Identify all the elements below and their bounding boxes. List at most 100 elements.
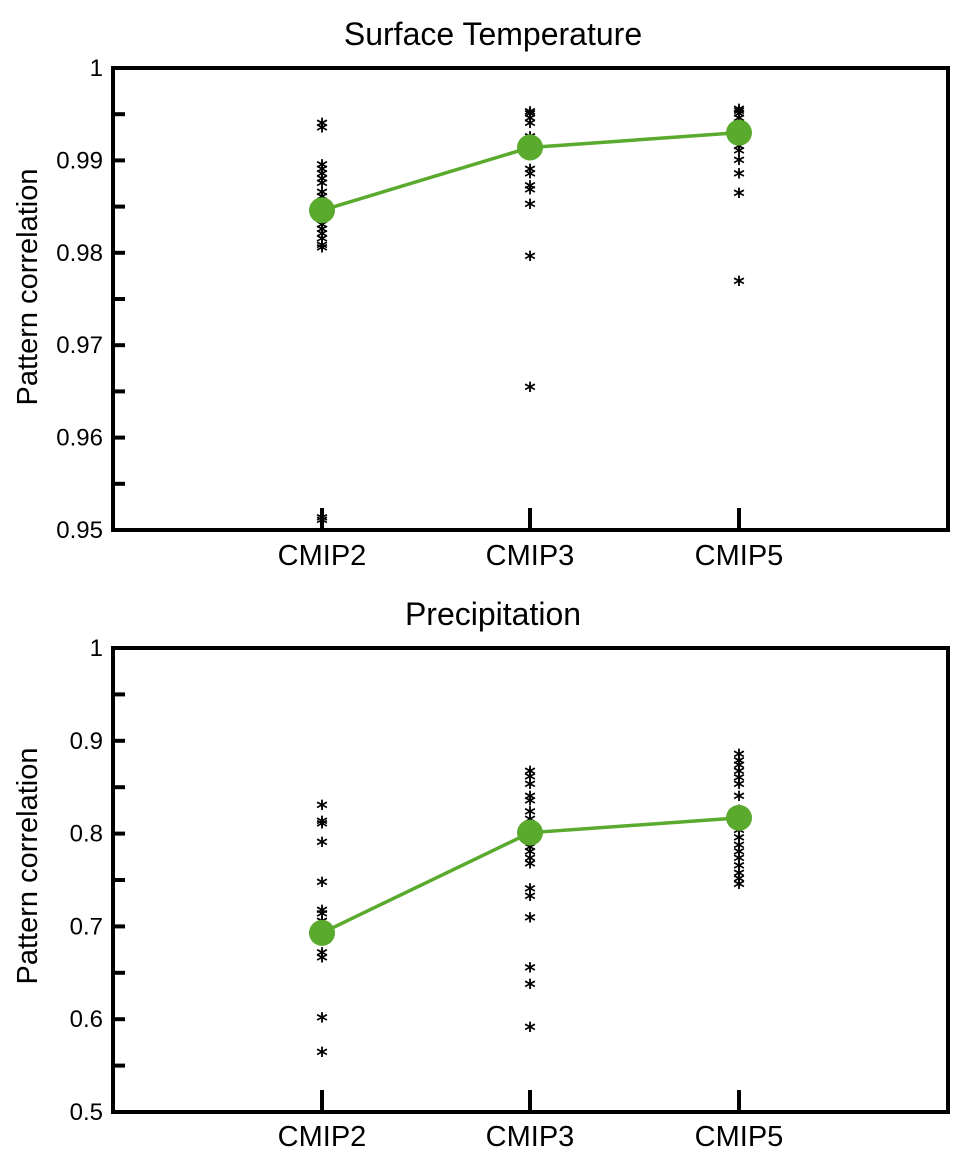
model-point: *	[316, 512, 328, 537]
model-point: *	[316, 161, 328, 186]
model-point: *	[733, 753, 745, 778]
model-point: *	[524, 909, 536, 934]
model-point: *	[316, 119, 328, 144]
y-tick-label: 0.7	[70, 913, 103, 940]
y-tick-label: 0.96	[56, 425, 103, 452]
model-point: *	[524, 763, 536, 788]
model-point: *	[524, 178, 536, 203]
model-point: *	[316, 170, 328, 195]
model-point: *	[733, 757, 745, 782]
y-tick-labels: 0.5 0.6 0.7 0.8 0.9 1	[70, 635, 103, 1126]
model-points: ****************************************…	[316, 101, 745, 537]
y-tick-label: 0.99	[56, 147, 103, 174]
model-point: *	[316, 230, 328, 255]
y-tick-label: 0.9	[70, 728, 103, 755]
y-tick-label: 1	[90, 635, 103, 662]
mean-series	[309, 119, 752, 224]
model-point: *	[316, 1044, 328, 1069]
model-points: ****************************************…	[316, 746, 745, 1069]
x-tick-labels: CMIP2 CMIP3 CMIP5	[278, 540, 784, 572]
model-point: *	[733, 166, 745, 191]
x-tick-label: CMIP2	[278, 540, 367, 572]
y-tick-label: 0.5	[70, 1099, 103, 1126]
y-tick-label: 0.6	[70, 1006, 103, 1033]
y-axis-ticks	[113, 66, 125, 532]
model-point: *	[524, 379, 536, 404]
model-point: *	[524, 181, 536, 206]
model-point: *	[316, 834, 328, 859]
x-tick-label: CMIP5	[695, 1121, 784, 1153]
y-axis-label: Pattern correlation	[12, 169, 44, 406]
model-point: *	[733, 844, 745, 869]
model-point: *	[524, 106, 536, 131]
model-point: *	[316, 221, 328, 246]
model-point: *	[316, 797, 328, 822]
model-point: *	[733, 769, 745, 794]
model-point: *	[316, 874, 328, 899]
model-point: *	[524, 104, 536, 129]
model-point: *	[733, 273, 745, 298]
model-point: *	[524, 166, 536, 191]
model-point: *	[524, 888, 536, 913]
x-axis-ticks	[320, 1090, 741, 1112]
model-point: *	[733, 850, 745, 875]
model-point: *	[733, 185, 745, 210]
panel-surface-temperature: Surface Temperature Pattern correlation …	[12, 16, 950, 572]
model-point: *	[733, 865, 745, 890]
mean-series	[309, 804, 752, 946]
model-point: *	[733, 152, 745, 177]
mean-marker	[309, 919, 335, 946]
y-tick-label: 0.98	[56, 240, 103, 267]
y-axis-label: Pattern correlation	[12, 748, 44, 985]
model-point: *	[733, 763, 745, 788]
y-tick-label: 1	[90, 55, 103, 82]
model-point: *	[316, 949, 328, 974]
model-point: *	[524, 850, 536, 875]
model-point: *	[524, 792, 536, 817]
model-point: *	[316, 1010, 328, 1035]
model-point: *	[524, 768, 536, 793]
model-point: *	[733, 143, 745, 168]
x-tick-label: CMIP3	[486, 540, 575, 572]
x-tick-labels: CMIP2 CMIP3 CMIP5	[278, 1121, 784, 1153]
y-tick-label: 0.95	[56, 517, 103, 544]
mean-marker	[517, 134, 543, 161]
model-point: *	[524, 248, 536, 273]
model-point: *	[733, 876, 745, 901]
x-tick-label: CMIP3	[486, 1121, 575, 1153]
model-point: *	[316, 813, 328, 838]
model-point: *	[316, 175, 328, 200]
model-point: *	[316, 166, 328, 191]
model-point: *	[524, 110, 536, 135]
model-point: *	[524, 976, 536, 1001]
panel-precipitation: Precipitation Pattern correlation 0.5 0.6…	[12, 596, 950, 1153]
chart-title: Surface Temperature	[344, 16, 642, 52]
model-point: *	[524, 960, 536, 985]
y-axis-ticks	[113, 646, 125, 1114]
model-point: *	[733, 837, 745, 862]
model-point: *	[316, 945, 328, 970]
model-point: *	[316, 509, 328, 534]
model-point: *	[733, 101, 745, 126]
model-point: *	[524, 115, 536, 140]
chart-title: Precipitation	[405, 596, 581, 632]
model-point: *	[524, 161, 536, 186]
model-point: *	[316, 816, 328, 841]
model-point: *	[524, 1019, 536, 1044]
model-point: *	[733, 746, 745, 771]
y-tick-label: 0.97	[56, 332, 103, 359]
model-point: *	[524, 844, 536, 869]
model-point: *	[316, 240, 328, 265]
model-point: *	[733, 870, 745, 895]
model-point: *	[524, 788, 536, 813]
model-point: *	[524, 196, 536, 221]
model-point: *	[733, 776, 745, 801]
mean-marker	[517, 819, 543, 846]
model-point: *	[524, 856, 536, 881]
model-point: *	[524, 776, 536, 801]
mean-marker	[726, 804, 752, 831]
model-point: *	[316, 237, 328, 262]
mean-marker	[309, 197, 335, 224]
x-tick-label: CMIP2	[278, 1121, 367, 1153]
